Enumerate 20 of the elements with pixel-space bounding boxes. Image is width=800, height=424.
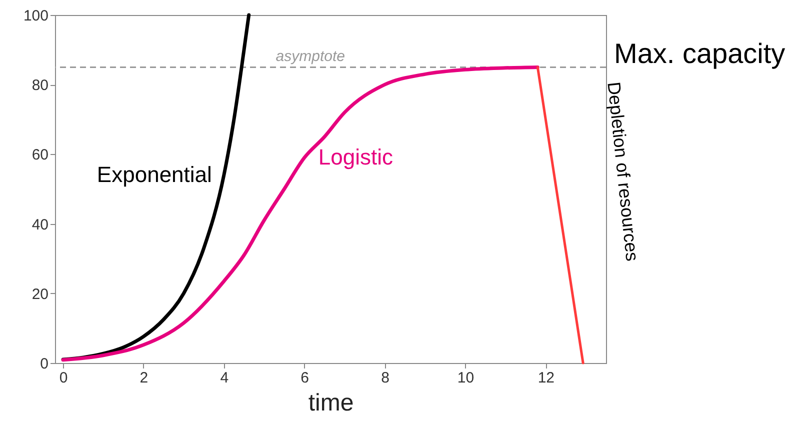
text: Max. capacity bbox=[614, 38, 786, 69]
y-tick-label: 100 bbox=[23, 8, 48, 24]
y-tick-label: 20 bbox=[32, 286, 48, 303]
x-tick-label: 12 bbox=[538, 370, 555, 386]
series-label: Logistic bbox=[318, 144, 393, 170]
x-tick-label: 6 bbox=[300, 370, 310, 386]
annotation: Depletion of resources bbox=[604, 80, 642, 262]
y-tick-label: 60 bbox=[32, 146, 48, 164]
series-label: Exponential bbox=[96, 162, 212, 188]
x-axis-title: time bbox=[308, 390, 354, 416]
x-tick-label: 10 bbox=[457, 370, 474, 386]
y-tick-label: 80 bbox=[32, 77, 48, 94]
x-tick-label: 2 bbox=[140, 370, 148, 386]
y-tick-label: 40 bbox=[32, 216, 48, 234]
y-tick-label: 0 bbox=[40, 356, 48, 372]
ref-line-label: asymptote bbox=[276, 48, 345, 66]
x-tick-label: 8 bbox=[381, 370, 390, 386]
line-series bbox=[61, 65, 540, 362]
x-tick-label: 4 bbox=[220, 370, 229, 386]
x-tick-label: 0 bbox=[59, 370, 68, 386]
